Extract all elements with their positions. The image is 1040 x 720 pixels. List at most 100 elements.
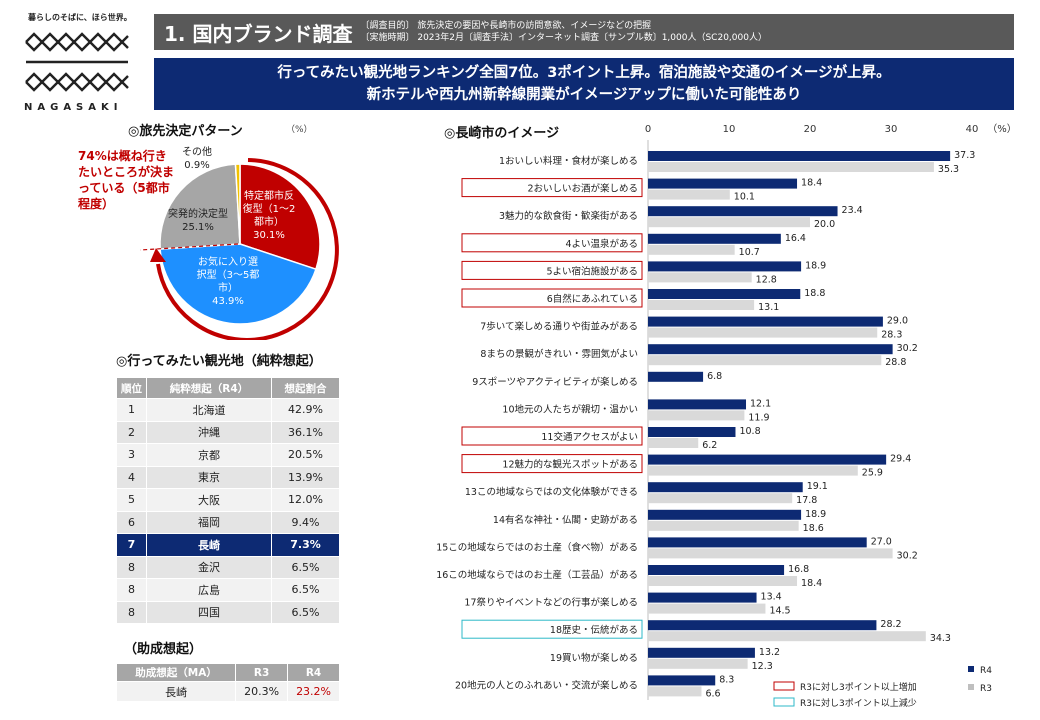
nagasaki-logo: 暮らしのそばに、ほら世界。 NAGASAKI [10, 8, 140, 120]
legend-r3-label: R3 [980, 684, 992, 694]
bar-r3 [648, 548, 893, 559]
legend-r4-label: R4 [980, 666, 992, 676]
legend-decrease-label: R3に対し3ポイント以上減少 [800, 697, 917, 709]
pie-slice-name: 突発的決定型 [168, 209, 228, 220]
bar-r4-value: 18.9 [805, 260, 826, 271]
bar-r3-value: 18.6 [803, 523, 824, 534]
ranking-share: 12.0% [271, 488, 340, 512]
pie-slice-value: 43.9% [212, 296, 244, 307]
ranking-rank: 6 [116, 510, 147, 534]
legend-decrease-swatch [773, 697, 795, 707]
category-label: 20地元の人とのふれあい・交流が楽しめる [455, 679, 638, 691]
ranking-share: 6.5% [271, 578, 340, 602]
bar-r4-value: 18.4 [801, 178, 822, 189]
headline-banner: 行ってみたい観光地ランキング全国7位。3ポイント上昇。宿泊施設や交通のイメージが… [154, 58, 1014, 110]
bar-r3-value: 13.1 [758, 302, 779, 313]
aided-header-label: 助成想起（MA） [115, 663, 237, 682]
legend-r3-swatch [968, 684, 974, 690]
ranking-header-rank: 順位 [116, 377, 147, 399]
category-label: 5よい宿泊施設がある [546, 265, 638, 277]
bar-r3-value: 10.1 [734, 192, 755, 203]
increase-highlight-box [461, 454, 643, 474]
increase-highlight-box [461, 233, 643, 253]
ranking-rank: 4 [116, 465, 147, 489]
ranking-rank: 3 [116, 443, 147, 467]
bar-r4-value: 23.4 [842, 205, 863, 216]
image-title: ◎長崎市のイメージ [444, 126, 560, 141]
category-label: 17祭りやイベントなどの行事が楽しめる [464, 597, 638, 609]
bar-r4-value: 29.4 [890, 454, 911, 465]
ranking-place: 福岡 [146, 510, 272, 534]
increase-highlight-box [461, 426, 643, 446]
bar-r4 [648, 233, 781, 244]
ranking-rank: 1 [116, 398, 147, 422]
bar-r4 [648, 647, 755, 658]
bar-r4 [648, 509, 802, 520]
ranking-place: 広島 [146, 578, 272, 602]
pie-chart [139, 158, 339, 340]
bar-r3-value: 11.9 [748, 412, 769, 423]
bar-r4-value: 12.1 [750, 398, 771, 409]
pie-slice-label: 突発的決定型 25.1% [168, 208, 228, 234]
decrease-highlight-box [461, 619, 643, 639]
pie-slice-value: 25.1% [182, 222, 214, 233]
bar-r4 [648, 675, 716, 686]
aided-header-r4: R4 [287, 663, 340, 682]
bar-r4 [648, 620, 877, 631]
ranking-share: 6.5% [271, 555, 340, 579]
ranking-rank: 2 [116, 420, 147, 444]
ranking-table: 順位 純粋想起（R4） 想起割合 1 北海道 42.9% 2 沖縄 36.1% 3 京都 20.… [116, 377, 340, 624]
bar-r4 [648, 537, 867, 548]
x-tick-label: 10 [723, 124, 736, 135]
category-label: 14有名な神社・仏閣・史跡がある [493, 514, 638, 526]
legend-increase-swatch [773, 681, 795, 691]
bar-r3-value: 12.8 [756, 274, 777, 285]
bar-r3 [648, 658, 748, 669]
pie-slice [234, 163, 241, 245]
ranking-rank: 8 [116, 578, 147, 602]
aided-section: （助成想起） 助成想起（MA） R3 R4 長崎 20.3% 23.2% [115, 638, 342, 702]
ranking-place: 四国 [146, 600, 272, 624]
ranking-title: ◎行ってみたい観光地（純粋想起） [116, 354, 322, 369]
ranking-row: 8 広島 6.5% [116, 578, 340, 602]
pie-slice [159, 163, 241, 250]
ranking-row: 4 東京 13.9% [116, 465, 340, 489]
bar-r3 [648, 244, 735, 255]
bar-r3-value: 35.3 [938, 164, 959, 175]
category-label: 8まちの景観がきれい・雰囲気がよい [480, 348, 638, 360]
x-tick-label: 20 [804, 124, 817, 135]
ranking-place: 沖縄 [146, 420, 272, 444]
ranking-rank: 5 [116, 488, 147, 512]
pie-slice-label: その他 0.9% [182, 146, 212, 172]
logo-wordmark: NAGASAKI [24, 102, 123, 113]
pie-slice-label: お気に入り選択型（3〜5都市） 43.9% [196, 256, 260, 308]
category-label: 3魅力的な飲食街・歓楽街がある [499, 210, 638, 222]
bar-r3-value: 28.8 [885, 357, 906, 368]
bar-r4 [648, 454, 887, 465]
bar-r3-value: 17.8 [796, 495, 817, 506]
pie-slice [159, 243, 317, 325]
bar-r3 [648, 410, 745, 421]
bar-r4-value: 13.2 [759, 647, 780, 658]
ranking-rank: 7 [116, 533, 147, 557]
aided-header-r3: R3 [235, 663, 289, 682]
ranking-rank: 8 [116, 555, 147, 579]
ranking-row: 3 京都 20.5% [116, 443, 340, 467]
x-tick-label: 0 [645, 124, 651, 135]
bar-r3-value: 18.4 [801, 578, 822, 589]
bar-r4-value: 18.8 [804, 288, 825, 299]
category-label: 9スポーツやアクティビティが楽しめる [472, 376, 638, 388]
category-label: 18歴史・伝統がある [550, 624, 638, 636]
bar-r4-value: 6.8 [707, 371, 722, 382]
x-tick-label: 40 [966, 124, 979, 135]
aided-r3-value: 20.3% [235, 681, 289, 702]
image-bar-chart: 0 10 20 30 40 （%） 1おいしい料理・食材が楽しめる 37.3 35.3 2おいしい… [436, 123, 1017, 709]
title-bar: 1. 国内ブランド調査 〔調査目的〕 旅先決定の要因や長崎市の訪問意欲、イメージ… [154, 14, 1014, 50]
ranking-share: 20.5% [271, 443, 340, 467]
bar-r3 [648, 189, 730, 200]
image-section: 0 10 20 30 40 （%） 1おいしい料理・食材が楽しめる 37.3 35.3 2おいしい… [370, 116, 1040, 720]
x-tick-label: 30 [885, 124, 898, 135]
ranking-row: 1 北海道 42.9% [116, 398, 340, 422]
category-label: 4よい温泉がある [565, 238, 638, 250]
bar-r4 [648, 371, 704, 382]
